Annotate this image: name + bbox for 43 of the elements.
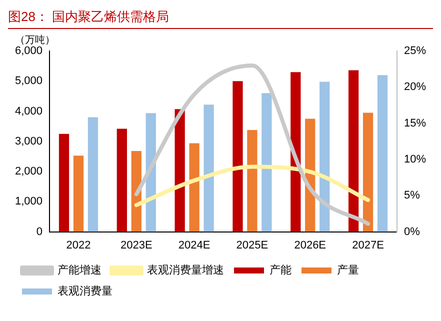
bar (377, 75, 388, 232)
legend-label: 产量 (337, 264, 359, 277)
y2-tick-label: 25% (404, 45, 426, 58)
x-tick-label: 2026E (294, 239, 326, 252)
y-tick-label: 3,000 (14, 135, 43, 148)
bar (116, 128, 127, 232)
y-tick-label: 4,000 (14, 105, 43, 118)
chart-title: 图28： 国内聚乙烯供需格局 (8, 8, 433, 29)
bar (320, 82, 330, 232)
line-series (134, 164, 370, 208)
y2-tick-label: 5% (404, 190, 420, 202)
y2-tick-label: 10% (404, 154, 426, 166)
bar (232, 81, 243, 232)
bar (58, 134, 70, 232)
y-tick-label: 1,000 (14, 196, 43, 208)
bar (189, 143, 200, 232)
bar (362, 112, 374, 232)
bar (174, 109, 185, 232)
legend-label: 产能增速 (58, 264, 102, 277)
y-axis-title: （万吨） (14, 34, 55, 46)
legend-label: 表观消费量 (58, 284, 112, 298)
y-tick-label: 6,000 (14, 45, 43, 58)
bar (247, 130, 258, 232)
y2-tick-label: 0% (404, 226, 420, 238)
x-tick-label: 2023E (120, 239, 152, 252)
y-tick-label: 5,000 (14, 75, 43, 88)
legend-label: 产能 (270, 264, 292, 277)
line-series (134, 63, 370, 226)
bar (73, 156, 84, 232)
bar (290, 72, 301, 232)
bar (262, 93, 272, 232)
y-tick-label: 0 (36, 226, 43, 238)
bar (348, 70, 359, 232)
y2-tick-label: 20% (404, 81, 426, 94)
bar (88, 117, 98, 232)
x-tick-label: 2025E (236, 239, 268, 252)
x-tick-label: 2027E (352, 239, 384, 252)
bar (204, 104, 214, 232)
y-tick-label: 2,000 (14, 166, 43, 178)
y2-tick-label: 15% (404, 117, 426, 130)
x-tick-label: 2024E (178, 239, 210, 252)
legend-label: 表观消费量增速 (147, 264, 224, 277)
x-tick-label: 2022 (66, 239, 91, 252)
